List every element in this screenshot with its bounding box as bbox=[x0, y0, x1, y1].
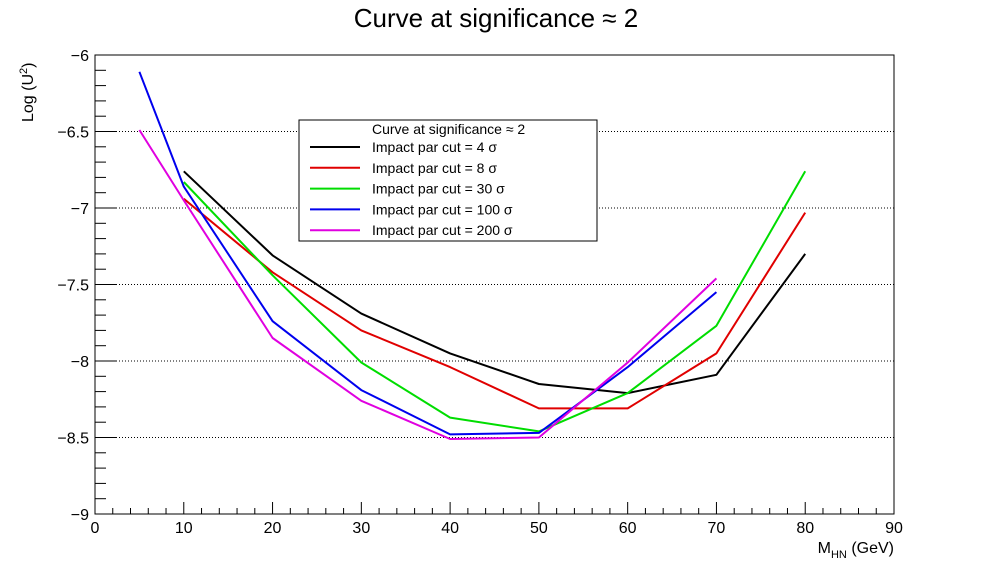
series-line-2 bbox=[183, 170, 807, 433]
x-axis-label-subscript: HN bbox=[831, 549, 847, 561]
y-tick-label-3: −7.5 bbox=[57, 278, 89, 295]
chart-title: Curve at significance ≈ 2 bbox=[354, 3, 639, 33]
legend-label-0: Impact par cut = 4 σ bbox=[372, 139, 497, 155]
x-tick-label-5: 50 bbox=[530, 520, 548, 537]
legend: Curve at significance ≈ 2 Impact par cut… bbox=[298, 119, 598, 242]
x-axis-tick-labels: 0 10 20 30 40 50 60 70 80 90 bbox=[91, 520, 903, 537]
x-axis-label-main: M bbox=[818, 540, 831, 557]
y-tick-label-5: −6.5 bbox=[57, 125, 89, 142]
y-axis-label-superscript: 2 bbox=[18, 68, 30, 74]
legend-header: Curve at significance ≈ 2 bbox=[372, 121, 525, 137]
legend-entries: Impact par cut = 4 σ Impact par cut = 8 σ… bbox=[310, 139, 513, 238]
x-tick-label-0: 0 bbox=[91, 520, 100, 537]
y-axis-label-main: Log (U bbox=[20, 74, 37, 122]
y-axis-tick-labels: −9 −8.5 −8 −7.5 −7 −6.5 −6 bbox=[57, 48, 89, 524]
series-line-3 bbox=[138, 71, 718, 436]
legend-box bbox=[298, 119, 598, 242]
x-tick-label-4: 40 bbox=[441, 520, 459, 537]
legend-label-2: Impact par cut = 30 σ bbox=[372, 181, 505, 197]
x-tick-label-8: 80 bbox=[796, 520, 814, 537]
y-tick-label-2: −8 bbox=[71, 354, 89, 371]
x-axis-ticks bbox=[94, 502, 895, 514]
legend-label-4: Impact par cut = 200 σ bbox=[372, 222, 513, 238]
x-tick-label-3: 30 bbox=[352, 520, 370, 537]
x-axis-label: MHN (GeV) bbox=[818, 540, 894, 561]
y-axis-ticks bbox=[95, 54, 117, 515]
x-tick-label-9: 90 bbox=[885, 520, 903, 537]
legend-label-3: Impact par cut = 100 σ bbox=[372, 201, 513, 217]
series-line-0 bbox=[183, 170, 807, 395]
series-line-1 bbox=[183, 198, 807, 410]
y-tick-label-6: −6 bbox=[71, 48, 89, 65]
x-tick-label-1: 10 bbox=[175, 520, 193, 537]
y-axis-label: Log (U2) bbox=[18, 63, 37, 122]
x-tick-label-2: 20 bbox=[264, 520, 282, 537]
y-tick-label-1: −8.5 bbox=[57, 431, 89, 448]
x-tick-label-7: 70 bbox=[708, 520, 726, 537]
series-lines bbox=[138, 71, 807, 440]
legend-label-1: Impact par cut = 8 σ bbox=[372, 160, 497, 176]
x-tick-label-6: 60 bbox=[619, 520, 637, 537]
y-tick-label-0: −9 bbox=[71, 507, 89, 524]
series-line-4 bbox=[138, 129, 718, 440]
x-axis-label-unit: (GeV) bbox=[847, 540, 894, 557]
y-axis-label-end: ) bbox=[20, 63, 37, 68]
y-tick-label-4: −7 bbox=[71, 201, 89, 218]
